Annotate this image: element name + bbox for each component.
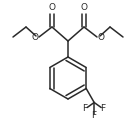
Text: O: O [48,3,55,12]
Text: F: F [101,104,106,113]
Text: O: O [31,33,38,42]
Text: F: F [92,111,97,120]
Text: O: O [98,33,105,42]
Text: O: O [80,3,88,12]
Text: F: F [83,104,88,113]
